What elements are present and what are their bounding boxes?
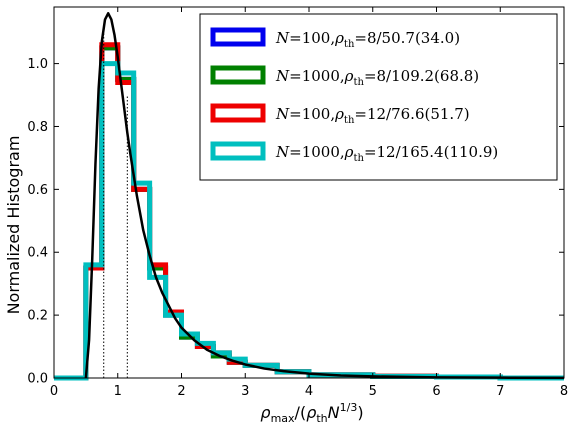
legend-swatch-2 — [210, 65, 266, 85]
x-axis-label: ρmax/(ρthN1/3) — [260, 401, 363, 425]
x-tick-label: 1 — [114, 384, 122, 399]
x-tick-label: 4 — [305, 384, 313, 399]
y-axis-label: Normalized Histogram — [4, 136, 23, 315]
x-axis: 0 1 2 3 4 5 6 7 8 — [50, 7, 568, 399]
legend-swatch-4 — [210, 141, 266, 161]
y-tick-label: 0.6 — [27, 183, 48, 198]
y-tick-label: 1.0 — [27, 57, 48, 72]
y-axis: 0.0 0.2 0.4 0.6 0.8 1.0 — [27, 57, 564, 387]
x-tick-label: 5 — [369, 384, 377, 399]
legend: N=100,ρth=8/50.7(34.0) N=1000,ρth=8/109.2… — [199, 13, 558, 181]
x-tick-label: 8 — [560, 384, 568, 399]
y-tick-label: 0.8 — [27, 120, 48, 135]
x-tick-label: 0 — [50, 384, 58, 399]
y-tick-label: 0.2 — [27, 309, 48, 324]
legend-label-3: N=100,ρth=12/76.6(51.7) — [275, 105, 470, 126]
x-tick-label: 2 — [177, 384, 185, 399]
x-tick-label: 7 — [496, 384, 504, 399]
y-tick-label: 0.4 — [27, 246, 48, 261]
x-tick-label: 3 — [241, 384, 249, 399]
legend-swatch-3 — [210, 103, 266, 123]
legend-swatch-1 — [210, 27, 266, 47]
legend-label-1: N=100,ρth=8/50.7(34.0) — [275, 29, 460, 50]
y-tick-label: 0.0 — [27, 372, 48, 387]
x-tick-label: 6 — [432, 384, 440, 399]
reference-lines — [103, 32, 128, 378]
legend-label-2: N=1000,ρth=8/109.2(68.8) — [275, 67, 479, 88]
fit-curve — [84, 12, 565, 380]
legend-label-4: N=1000,ρth=12/165.4(110.9) — [275, 143, 498, 164]
